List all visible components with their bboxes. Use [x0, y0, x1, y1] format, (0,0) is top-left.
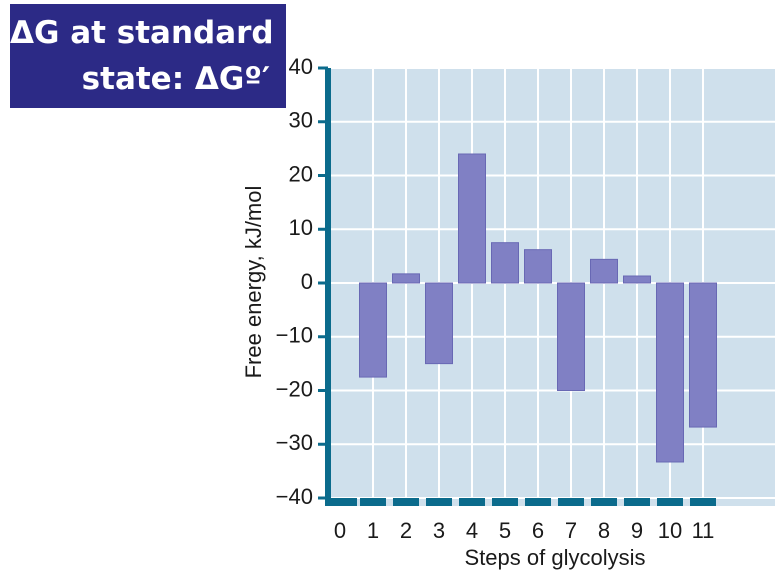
x-tick-label: 3	[433, 518, 445, 543]
bar-step-6	[524, 249, 552, 284]
x-axis-segment	[657, 498, 683, 506]
x-tick-label: 8	[598, 518, 610, 543]
x-axis-segment	[459, 498, 485, 506]
y-tick-label: 30	[289, 108, 313, 133]
y-axis-label: Free energy, kJ/mol	[241, 186, 266, 379]
x-tick-label: 2	[400, 518, 412, 543]
title-line-2: state: ΔGº′	[81, 61, 270, 97]
bar-step-2	[392, 273, 420, 284]
bar-layer	[359, 153, 717, 463]
y-tick-mark	[318, 227, 328, 231]
y-tick-mark	[318, 496, 328, 500]
x-tick-label: 5	[499, 518, 511, 543]
bar-step-1	[359, 282, 387, 378]
x-axis-segment	[426, 498, 452, 506]
x-tick-labels: 0 1 2 3 4 5 6 7 8 9 10 11	[334, 518, 715, 543]
y-tick-label: −10	[276, 323, 313, 348]
title-line-1: ΔG at standard	[10, 15, 274, 51]
axis-layer	[318, 66, 716, 506]
y-tick-label: 20	[289, 161, 313, 186]
bar-step-9	[623, 275, 651, 284]
x-tick-label: 1	[367, 518, 379, 543]
x-axis-segment	[525, 498, 551, 506]
y-tick-label: −40	[276, 484, 313, 509]
x-axis-segment	[591, 498, 617, 506]
bar-step-7	[557, 282, 585, 391]
y-tick-label: 0	[301, 269, 313, 294]
bar-step-4	[458, 153, 486, 284]
x-axis-segment	[325, 498, 357, 506]
x-axis-segment	[690, 498, 716, 506]
x-tick-label: 11	[692, 518, 715, 543]
y-tick-mark	[318, 442, 328, 446]
title-box: ΔG at standard state: ΔGº′	[10, 4, 286, 108]
bar-step-5	[491, 242, 519, 284]
bar-step-8	[590, 258, 618, 284]
x-tick-label: 7	[565, 518, 577, 543]
x-axis-segment	[624, 498, 650, 506]
y-tick-mark	[318, 335, 328, 339]
y-tick-mark	[318, 120, 328, 124]
x-axis-segment	[492, 498, 518, 506]
x-tick-label: 6	[532, 518, 544, 543]
y-tick-label: 10	[289, 215, 313, 240]
y-tick-labels: 40 30 20 10 0 −10 −20 −30 −40	[276, 54, 313, 509]
x-tick-label: 10	[658, 518, 682, 543]
y-tick-mark	[318, 174, 328, 177]
bar-step-11	[689, 282, 717, 428]
x-axis-segment	[558, 498, 584, 506]
x-tick-label: 9	[631, 518, 643, 543]
bar-step-3	[425, 282, 453, 365]
y-tick-mark	[318, 281, 328, 285]
y-tick-label: −20	[276, 376, 313, 401]
y-tick-mark	[318, 389, 328, 392]
x-tick-label: 4	[466, 518, 478, 543]
x-axis-segment	[393, 498, 419, 506]
x-axis-segment	[360, 498, 386, 506]
y-axis-line	[325, 68, 331, 506]
bar-step-10	[656, 282, 684, 463]
y-tick-mark	[318, 66, 328, 70]
y-tick-label: 40	[289, 54, 313, 79]
x-axis-label: Steps of glycolysis	[465, 545, 646, 570]
x-tick-label: 0	[334, 518, 346, 543]
y-tick-label: −30	[276, 430, 313, 455]
